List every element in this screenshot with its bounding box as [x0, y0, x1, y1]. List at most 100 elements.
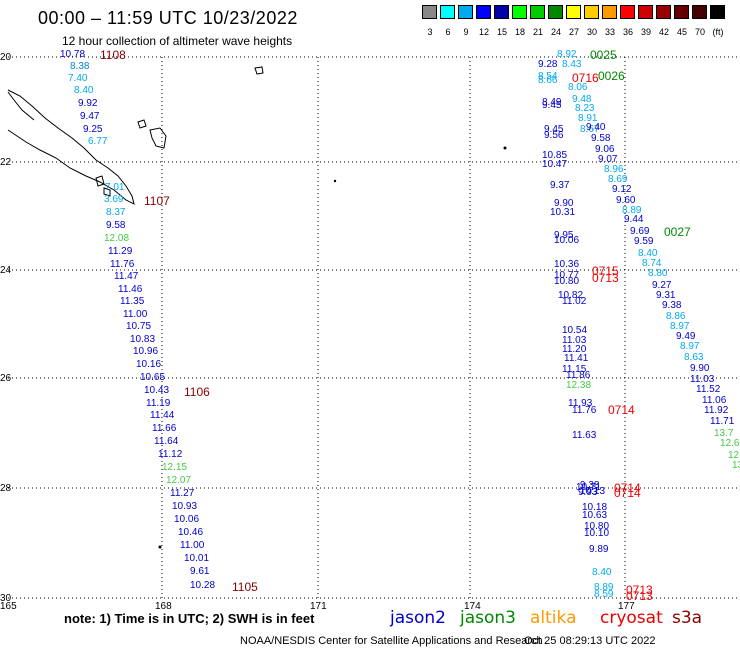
wave-height-label: 8.38	[70, 61, 90, 72]
lat-tick-label: 24	[0, 265, 12, 276]
wave-height-label: 10.47	[542, 159, 568, 170]
wave-height-label: 8.92	[557, 49, 577, 60]
wave-height-label: 9.40	[586, 122, 606, 133]
credit-text: NOAA/NESDIS Center for Satellite Applica…	[240, 635, 543, 647]
scale-label: 36	[622, 27, 633, 37]
wave-height-label: 9.25	[83, 124, 103, 135]
wave-height-label: 9.38	[662, 300, 682, 311]
scale-label: 27	[568, 27, 579, 37]
generation-timestamp: Oct 25 08:29:13 UTC 2022	[524, 635, 656, 647]
scale-swatch	[692, 5, 707, 19]
wave-height-label: 10.46	[178, 527, 204, 538]
pass-time-label: 0713	[626, 589, 653, 603]
scale-swatch	[422, 5, 437, 19]
wave-height-label: 8.89	[622, 205, 642, 216]
wave-height-label: 11.35	[120, 296, 145, 307]
scale-swatch	[566, 5, 581, 19]
scale-swatch	[476, 5, 491, 19]
scale-swatch	[620, 5, 635, 19]
wave-height-label: 11.71	[710, 416, 735, 427]
lon-tick-label: 168	[155, 601, 172, 612]
wave-height-label: 13.7	[714, 428, 734, 439]
scale-label: 18	[514, 27, 525, 37]
wave-height-label: 11.19	[146, 398, 171, 409]
lat-tick-label: 20	[0, 52, 12, 63]
wave-height-label: 8.43	[562, 59, 582, 70]
pass-time-label: 0027	[664, 225, 691, 239]
wave-height-label: 11.66	[152, 423, 177, 434]
wave-height-label: 11.76	[572, 405, 597, 416]
scale-label: 3	[427, 27, 433, 37]
wave-height-label: 11.44	[150, 410, 175, 421]
lat-tick-label: 26	[0, 373, 12, 384]
pass-time-label: 0025	[590, 48, 617, 62]
scale-swatch	[530, 5, 545, 19]
wave-height-label: 9.59	[634, 236, 654, 247]
scale-swatch	[584, 5, 599, 19]
wave-height-label: 12.08	[104, 233, 130, 244]
pass-time-label: 0714	[614, 486, 641, 500]
wave-height-label: 10.77	[554, 270, 580, 281]
wave-height-label: 8.67	[580, 124, 600, 135]
scale-label: 12	[478, 27, 489, 37]
wave-height-label: 11.29	[108, 246, 133, 257]
pass-time-label: 0713	[626, 583, 653, 597]
wave-height-label: 9.95	[554, 230, 574, 241]
lon-tick-label: 171	[310, 601, 327, 612]
satellite-cryosat: cryosat	[600, 608, 663, 628]
wave-height-label: 3.69	[104, 194, 124, 205]
wave-height-label: 11.86	[566, 370, 591, 381]
wave-height-label: 8.74	[642, 258, 662, 269]
lon-tick-label: 165	[0, 601, 17, 612]
wave-height-label: 8.40	[638, 248, 658, 259]
wave-height-label: 12.07	[166, 475, 192, 486]
wave-height-label: 8.69	[608, 174, 628, 185]
wave-height-label: 9.58	[106, 220, 126, 231]
wave-height-label: 10.75	[126, 321, 152, 332]
wave-height-label: 9.28	[538, 59, 558, 70]
scale-label: 39	[640, 27, 651, 37]
wave-height-label: 11.03	[562, 335, 587, 346]
scale-swatch	[656, 5, 671, 19]
wave-height-label: 10.71	[576, 482, 602, 493]
satellite-jason2: jason2	[390, 608, 446, 628]
wave-height-label: 11.02	[562, 296, 587, 307]
scale-swatch	[548, 5, 563, 19]
scale-swatch	[638, 5, 653, 19]
wave-height-label: 9.27	[652, 280, 672, 291]
wave-height-label: 11.12	[158, 449, 183, 460]
scale-label: 6	[445, 27, 451, 37]
wave-height-label: 8.40	[592, 567, 612, 578]
wave-height-label: 7.40	[68, 73, 88, 84]
scale-label: 15	[496, 27, 507, 37]
wave-height-label: 10.01	[184, 553, 210, 564]
scale-label: (ft)	[712, 27, 724, 37]
wave-height-label: 9.58	[591, 133, 611, 144]
wave-height-label: 8.66	[538, 75, 558, 86]
scale-swatch	[512, 5, 527, 19]
wave-height-label: 9.89	[589, 544, 609, 555]
scale-label: 9	[463, 27, 469, 37]
wave-height-label: 10.80	[584, 521, 610, 532]
scale-swatch	[458, 5, 473, 19]
lon-tick-label: 174	[464, 601, 481, 612]
wave-height-label: 11.92	[704, 405, 729, 416]
wave-height-label: 9.49	[676, 331, 696, 342]
wave-height-label: 11.03	[690, 374, 715, 385]
wave-height-label: 9.07	[598, 154, 618, 165]
wave-height-label: 10.65	[140, 372, 166, 383]
wave-height-label: 10.16	[136, 359, 162, 370]
wave-height-label: 10.54	[562, 325, 588, 336]
wave-height-label: 11.46	[118, 284, 143, 295]
wave-height-label: 8.89	[594, 582, 614, 593]
wave-height-label: 7.01	[105, 182, 125, 193]
lat-tick-label: 30	[0, 593, 12, 604]
wave-height-label: 9.45	[542, 100, 562, 111]
wave-height-label: 11.63	[572, 430, 597, 441]
satellite-jason3: jason3	[460, 608, 516, 628]
wave-height-label: 12.	[728, 450, 740, 461]
wave-height-label: 9.92	[78, 98, 98, 109]
scale-swatch	[602, 5, 617, 19]
wave-height-label: 9.90	[690, 363, 710, 374]
